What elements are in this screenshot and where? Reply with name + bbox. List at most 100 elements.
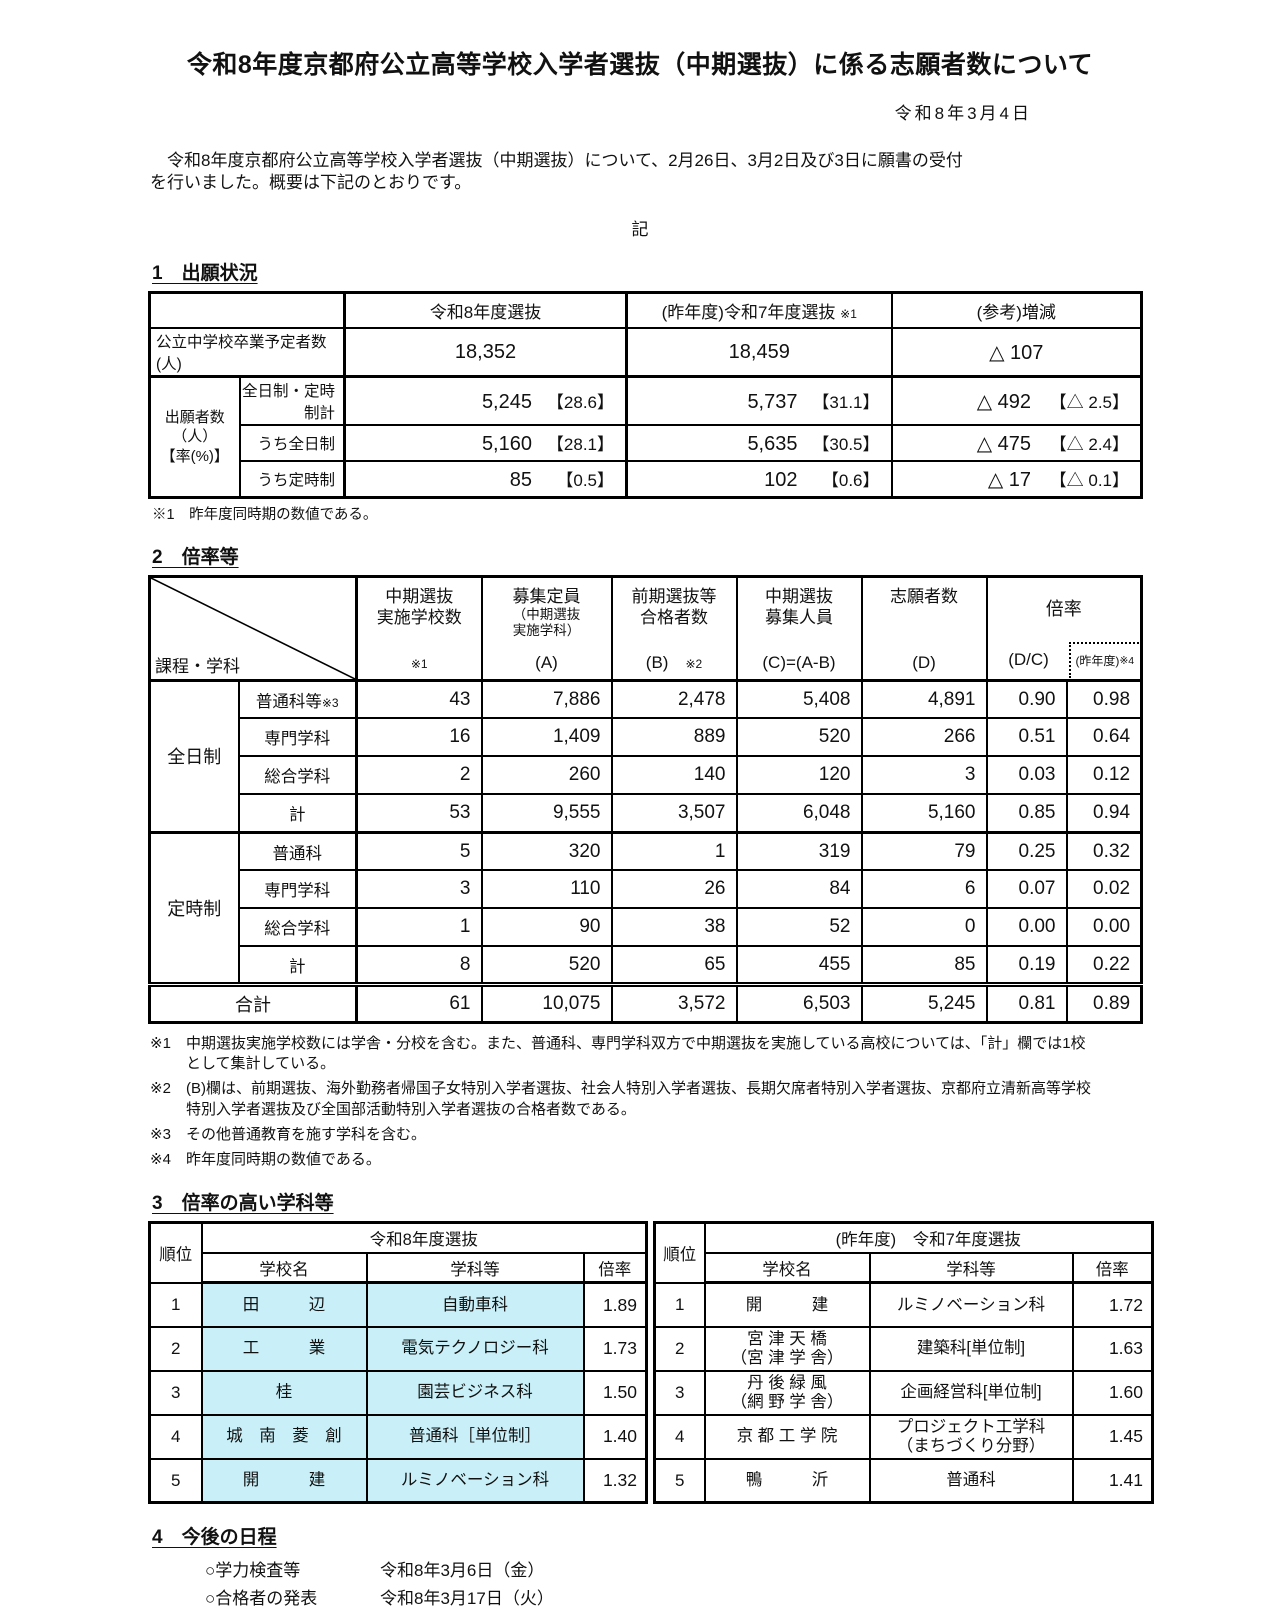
course-label-parttime: 定時制 (148, 830, 240, 986)
value: △ 475 (976, 433, 1031, 456)
t2-notes: ※1 中期選抜実施学校数には学舎・分校を含む。また、普通科、専門学科双方で中期選抜… (150, 1034, 1275, 1171)
t1-parttime-row: うち定時制 85 【0.5】 102 【0.6】 △ 17 【△ 0.1】 (150, 460, 1143, 499)
table-row: 3 桂園芸ビジネス科 1.50 (148, 1369, 648, 1416)
value: 102 (764, 469, 798, 492)
recruit-cell: 120 (735, 755, 863, 796)
rate: 【△ 2.4】 (1049, 435, 1129, 455)
value: 5,737 (747, 391, 798, 414)
header-note: ※2 (685, 656, 703, 671)
table-row-grand-total: 合計 61 10,075 3,572 6,503 5,245 0.81 0.89 (148, 981, 1143, 1024)
header-title: 中期選抜 実施学校数 (376, 586, 462, 628)
ratio-table: 課程・学科 中期選抜 実施学校数 ※1 募集定員 （中期選抜 実施学科） (A) 前期… (148, 574, 1144, 1024)
note: ※1 中期選抜実施学校数には学舎・分校を含む。また、普通科、専門学科双方で中期選抜… (150, 1034, 1275, 1075)
header-title: 志願者数 (890, 586, 958, 606)
t2-corner-label: 課程・学科 (155, 656, 240, 676)
capacity-cell: 7,886 (480, 679, 613, 720)
dept-cell: 計 (237, 945, 358, 986)
schedule-item: ○合格者の発表 令和8年3月17日（火） (205, 1585, 1280, 1613)
ratio-cell: 0.25 (985, 830, 1068, 872)
t1-r7-cell: 5,635 【30.5】 (625, 424, 893, 463)
school-cell: 田 辺 (200, 1281, 368, 1328)
header-title: 前期選抜等 合格者数 (631, 586, 717, 628)
t1-graduates-r8: 18,352 (343, 327, 628, 378)
capacity-cell: 110 (480, 869, 613, 910)
ratio-cell: 1.89 (582, 1281, 648, 1328)
schools-cell: 2 (355, 755, 483, 796)
ratio-cell: 1.40 (582, 1413, 648, 1460)
table-row-subtotal: 計 8 520 65 455 85 0.19 0.22 (150, 945, 1143, 986)
intro-paragraph: 令和8年度京都府公立高等学校入学者選抜（中期選抜）について、2月26日、3月2日… (150, 151, 963, 193)
recruit-cell: 520 (735, 717, 863, 758)
section2-heading: 2 倍率等 (152, 546, 239, 568)
grand-total-label: 合計 (148, 981, 358, 1024)
course-label-fulltime: 全日制 (148, 679, 240, 834)
applicants-cell: 79 (860, 830, 988, 872)
t1-diff-cell: △ 17 【△ 0.1】 (890, 460, 1143, 499)
document-title: 令和8年度京都府公立高等学校入学者選抜（中期選抜）に係る志願者数について (186, 51, 1094, 79)
school-cell: 工 業 (200, 1325, 368, 1372)
prev-ratio-cell: 0.98 (1065, 679, 1143, 720)
rank-cell: 3 (148, 1369, 203, 1416)
rank-cell: 5 (653, 1457, 706, 1504)
t1-fulltime-row: うち全日制 5,160 【28.1】 5,635 【30.5】 △ 475 【△ 2.… (150, 424, 1143, 463)
school-cell: 城 南 菱 創 (200, 1413, 368, 1460)
passers-cell: 65 (610, 945, 738, 986)
section4-heading: 4 今後の日程 (152, 1527, 277, 1549)
school-cell: 丹 後 緑 風 （網 野 学 舎） (703, 1369, 871, 1416)
t2-header-passers: 前期選抜等 合格者数 (B) ※2 (610, 575, 738, 682)
t3-year-header-row: 順位 (昨年度) 令和7年度選抜 (653, 1221, 1154, 1284)
t1-graduates-diff: △ 107 (890, 327, 1143, 378)
rate: 【31.1】 (812, 393, 880, 413)
rank-cell: 1 (653, 1281, 706, 1328)
section3-heading: 3 倍率の高い学科等 (152, 1193, 334, 1215)
prev-ratio-cell: 0.00 (1065, 907, 1143, 948)
schools-cell: 53 (355, 793, 483, 834)
t1-row-label: うち全日制 (238, 424, 346, 463)
schedule-list: ○学力検査等 令和8年3月6日（金） ○合格者の発表 令和8年3月17日（火） (205, 1557, 1280, 1613)
ratio-cell: 0.07 (985, 869, 1068, 910)
dept-note: ※3 (321, 695, 339, 710)
applicants-cell: 0 (860, 907, 988, 948)
passers-cell: 26 (610, 869, 738, 910)
dept-cell: プロジェクト工学科 （まちづくり分野） (868, 1413, 1074, 1460)
schools-cell: 8 (355, 945, 483, 986)
capacity-cell: 1,409 (480, 717, 613, 758)
ratio-cell: 1.63 (1071, 1325, 1154, 1372)
capacity-cell: 90 (480, 907, 613, 948)
dept-cell: 企画経営科[単位制] (868, 1369, 1074, 1416)
section1-heading: 1 出願状況 (152, 262, 258, 284)
school-cell: 宮 津 天 橋 （宮 津 学 舎） (703, 1325, 871, 1372)
recruit-cell: 52 (735, 907, 863, 948)
t2-header-row: 課程・学科 中期選抜 実施学校数 ※1 募集定員 （中期選抜 実施学科） (A) 前期… (148, 575, 1143, 682)
diagonal-line (151, 578, 355, 679)
capacity-cell: 9,555 (480, 793, 613, 834)
note-marker: ※2 (150, 1080, 171, 1098)
note: ※2 (B)欄は、前期選抜、海外勤務者帰国子女特別入学者選抜、社会人特別入学者選抜… (150, 1079, 1275, 1120)
t1-header-r7: (昨年度)令和7年度選抜 ※1 (625, 291, 893, 330)
prev-ratio-cell: 0.12 (1065, 755, 1143, 796)
header-code: (C)=(A-B) (762, 652, 836, 672)
rate: 【0.5】 (556, 471, 614, 491)
schools-cell: 3 (355, 869, 483, 910)
t1-diff-cell: △ 492 【△ 2.5】 (890, 375, 1143, 427)
passers-cell: 1 (610, 830, 738, 872)
t3-col-header-row: 学校名 学科等 倍率 (655, 1251, 1154, 1285)
prev-ratio-cell: 0.64 (1065, 717, 1143, 758)
note-marker: ※3 (150, 1125, 171, 1143)
rank-cell: 2 (653, 1325, 706, 1372)
header-title: 募集定員 (512, 586, 581, 606)
school-cell: 開 建 (200, 1457, 368, 1504)
schools-cell: 61 (355, 981, 483, 1024)
ratio-cell: 0.00 (985, 907, 1068, 948)
schedule-label: ○合格者の発表 (205, 1589, 318, 1609)
dept-label: 普通科等 (255, 692, 322, 711)
value: 5,160 (481, 433, 532, 456)
dept-cell: 普通科 (237, 830, 358, 872)
ratio-cell: 0.03 (985, 755, 1068, 796)
table-row: 専門学科 16 1,409 889 520 266 0.51 0.64 (150, 717, 1143, 758)
dept-cell: 建築科[単位制] (868, 1325, 1074, 1372)
rate: 【28.6】 (546, 393, 614, 413)
